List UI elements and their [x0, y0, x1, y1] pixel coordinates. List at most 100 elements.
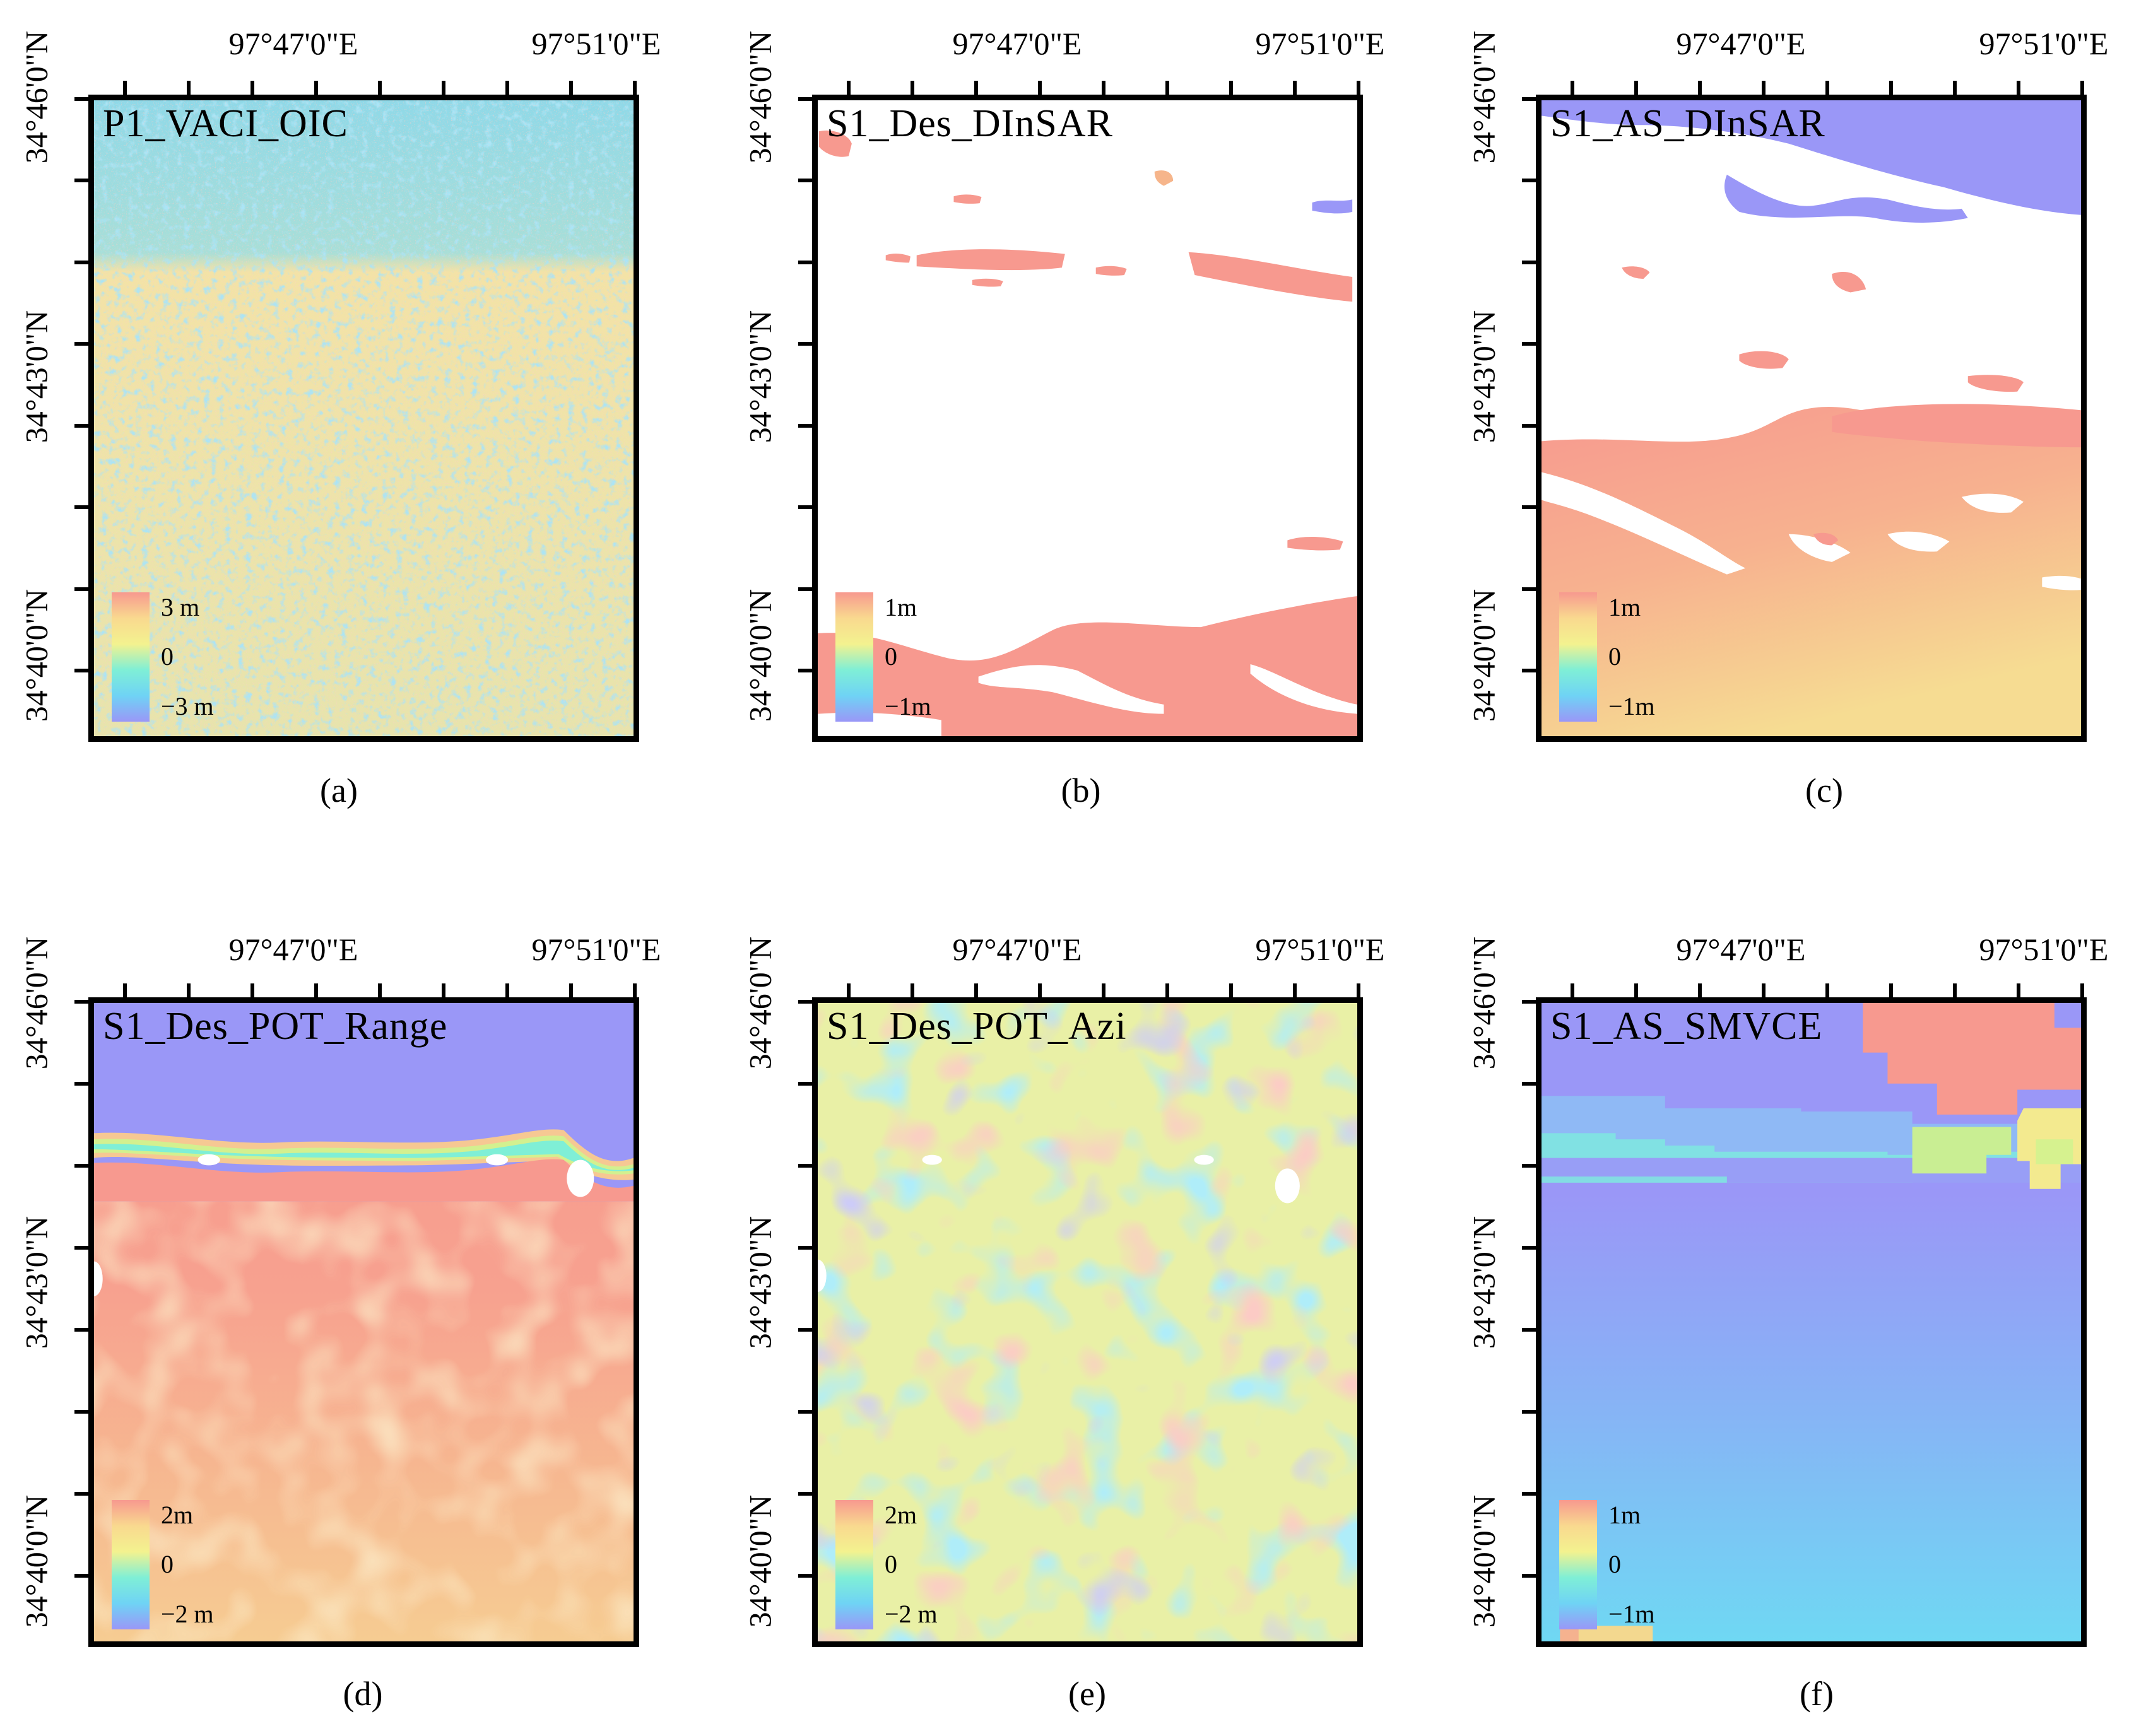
lon-tick-mark [2080, 81, 2084, 95]
deformation-raster-c [1542, 100, 2081, 736]
caption-c: (c) [1805, 771, 1843, 809]
lon-tick-mark [1229, 983, 1233, 997]
lon-tick-mark [974, 983, 978, 997]
lat-tick-mark [74, 261, 88, 264]
lat-tick-mark [1522, 1164, 1536, 1168]
lat-label-1: 34°46'0"N [18, 30, 54, 164]
map-frame-f: S1_AS_SMVCE 1m 0 −1m [1536, 997, 2087, 1647]
map-frame-e: S1_Des_POT_Azi 2m 0 −2 m [812, 997, 1363, 1647]
lat-tick-mark [798, 424, 812, 428]
lon-tick-mark [187, 983, 191, 997]
lon-tick-mark [378, 983, 382, 997]
lon-label-2: 97°51'0"E [531, 26, 661, 61]
lat-tick-mark [798, 1164, 812, 1168]
lon-tick-mark [847, 81, 851, 95]
lon-tick-mark [1698, 983, 1702, 997]
lon-tick-mark [314, 81, 318, 95]
lon-tick-mark [633, 983, 637, 997]
panel-d: 97°47'0"E 97°51'0"E 34°46'0"N 34°43'0"N … [0, 868, 711, 1736]
lon-tick-mark [2017, 983, 2020, 997]
panel-title-b: S1_Des_DInSAR [827, 102, 1113, 145]
colorbar-b [835, 592, 873, 722]
lon-tick-mark [1038, 983, 1042, 997]
lat-tick-mark [1522, 505, 1536, 509]
map-frame-d: S1_Des_POT_Range 2m 0 −2 m [88, 997, 639, 1647]
lat-tick-mark [1522, 1492, 1536, 1496]
legend-max-d: 2m [161, 1501, 194, 1529]
lat-tick-mark [74, 587, 88, 591]
caption-f: (f) [1800, 1675, 1834, 1713]
lon-tick-mark [633, 81, 637, 95]
colorbar-d [112, 1500, 150, 1629]
panel-title-e: S1_Des_POT_Azi [827, 1005, 1127, 1048]
lat-label-3: 34°40'0"N [1466, 589, 1502, 722]
map-frame-c: S1_AS_DInSAR 1m 0 −1m [1536, 95, 2087, 742]
lat-tick-mark [798, 1574, 812, 1578]
lat-tick-mark [1522, 1000, 1536, 1004]
lon-tick-mark [1571, 983, 1574, 997]
panel-title-a: P1_VACI_OIC [103, 102, 348, 145]
deformation-raster-b [818, 100, 1357, 736]
lat-tick-mark [74, 1000, 88, 1004]
lon-tick-mark [251, 983, 254, 997]
lon-tick-mark [1953, 81, 1957, 95]
colorbar-f [1559, 1500, 1597, 1629]
deformation-raster-f [1542, 1003, 2081, 1641]
lon-tick-mark [1165, 81, 1169, 95]
panel-title-c: S1_AS_DInSAR [1550, 102, 1825, 145]
lat-tick-mark [1522, 1082, 1536, 1086]
lat-tick-mark [798, 342, 812, 346]
lon-tick-mark [1229, 81, 1233, 95]
lon-tick-mark [1762, 81, 1766, 95]
lon-tick-mark [1889, 983, 1893, 997]
lat-label-2: 34°43'0"N [18, 310, 54, 443]
lon-label-1: 97°47'0"E [1676, 932, 1806, 967]
lon-tick-mark [442, 983, 445, 997]
lat-tick-mark [74, 97, 88, 101]
lon-tick-mark [123, 983, 127, 997]
lat-tick-mark [1522, 179, 1536, 182]
lat-tick-mark [798, 1000, 812, 1004]
lat-label-1: 34°46'0"N [742, 936, 778, 1070]
lat-tick-mark [1522, 1328, 1536, 1332]
legend-min-b: −1m [885, 692, 931, 720]
lon-label-2: 97°51'0"E [1979, 932, 2109, 967]
lat-tick-mark [74, 424, 88, 428]
lon-label-1: 97°47'0"E [228, 932, 358, 967]
legend-min-c: −1m [1608, 692, 1655, 720]
colorbar-a [112, 592, 150, 722]
lon-tick-mark [123, 81, 127, 95]
lat-tick-mark [798, 97, 812, 101]
lat-tick-mark [74, 1246, 88, 1250]
legend-mid-e: 0 [885, 1550, 897, 1578]
lon-tick-mark [1571, 81, 1574, 95]
lat-label-3: 34°40'0"N [1466, 1494, 1502, 1628]
lat-tick-mark [74, 179, 88, 182]
legend-mid-a: 0 [161, 642, 174, 671]
lat-tick-mark [1522, 587, 1536, 591]
map-frame-b: S1_Des_DInSAR 1m 0 −1m [812, 95, 1363, 742]
lat-tick-mark [74, 1082, 88, 1086]
lat-label-1: 34°46'0"N [1466, 936, 1502, 1070]
lon-tick-mark [974, 81, 978, 95]
lon-tick-mark [1357, 81, 1360, 95]
lat-tick-mark [798, 1410, 812, 1414]
lon-tick-mark [1038, 81, 1042, 95]
lat-label-3: 34°40'0"N [18, 1494, 54, 1628]
lat-tick-mark [74, 505, 88, 509]
panel-title-d: S1_Des_POT_Range [103, 1005, 448, 1048]
lon-tick-mark [1762, 983, 1766, 997]
lon-label-1: 97°47'0"E [952, 932, 1082, 967]
lat-label-3: 34°40'0"N [742, 1494, 778, 1628]
lon-tick-mark [505, 81, 509, 95]
lon-tick-mark [1102, 983, 1105, 997]
lat-tick-mark [74, 1328, 88, 1332]
lon-tick-mark [378, 81, 382, 95]
lon-tick-mark [1825, 81, 1829, 95]
lon-tick-mark [1102, 81, 1105, 95]
lon-tick-mark [1165, 983, 1169, 997]
panel-c: 97°47'0"E 97°51'0"E 34°46'0"N 34°43'0"N … [1422, 0, 2133, 868]
lon-tick-mark [1634, 983, 1638, 997]
lat-tick-mark [798, 1492, 812, 1496]
